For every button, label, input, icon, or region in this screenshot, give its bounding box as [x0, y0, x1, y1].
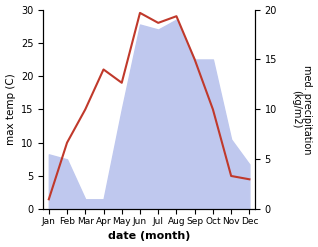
X-axis label: date (month): date (month) [108, 231, 190, 242]
Y-axis label: med. precipitation
(kg/m2): med. precipitation (kg/m2) [291, 65, 313, 154]
Y-axis label: max temp (C): max temp (C) [5, 74, 16, 145]
